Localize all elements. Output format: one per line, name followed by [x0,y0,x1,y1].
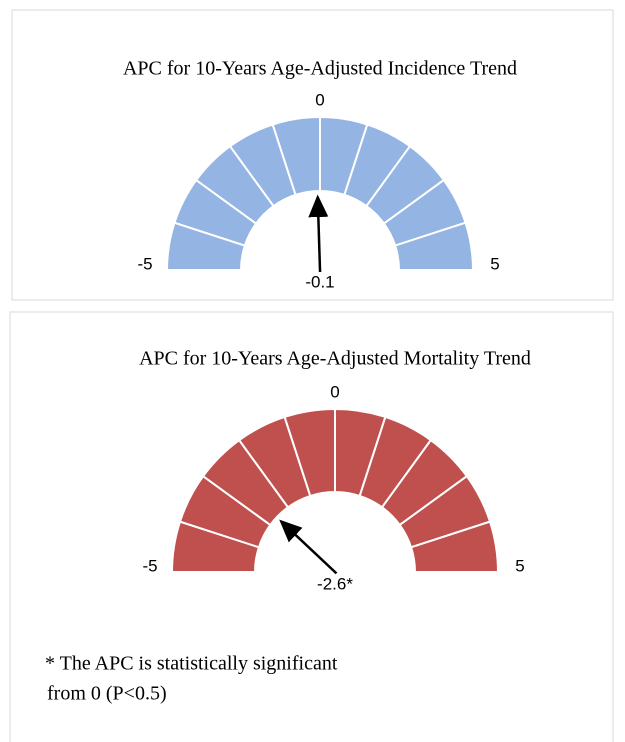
needle [279,519,338,575]
tick-label: 5 [515,556,524,575]
tick-label: 0 [330,382,339,401]
tick-label: 5 [490,254,499,273]
value-label: -2.6* [317,574,353,593]
panel [11,9,614,301]
tick-label: 0 [315,90,324,109]
tick-label: -5 [137,254,152,273]
needle [308,194,329,273]
value-label: -0.1 [305,272,334,291]
gauge-segment [393,221,475,271]
chart-title: APC for 10-Years Age-Adjusted Mortality … [139,348,531,370]
tick-label: -5 [142,556,157,575]
footnote: from 0 (P<0.5) [47,683,167,705]
footnote: * The APC is statistically significant [45,653,338,675]
chart-title: APC for 10-Years Age-Adjusted Incidence … [123,58,517,80]
gauge-segment [409,520,500,573]
panel [9,311,614,742]
